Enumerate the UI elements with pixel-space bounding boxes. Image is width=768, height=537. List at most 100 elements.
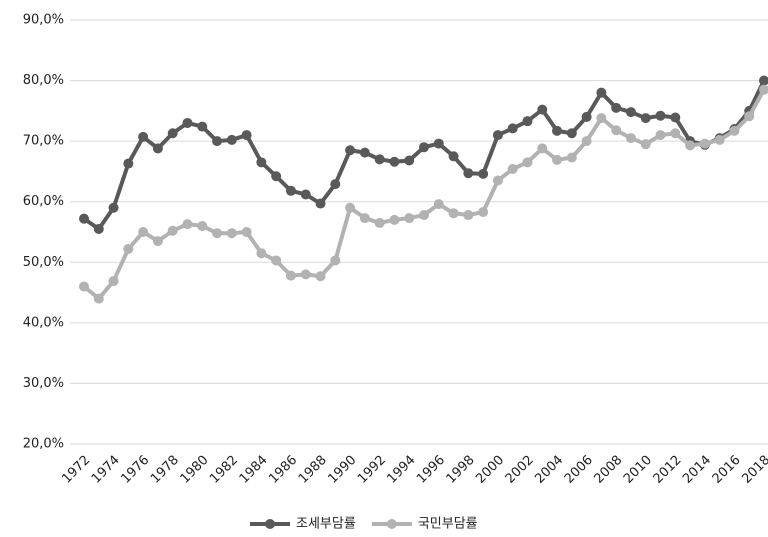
x-tick-label: 2018 — [739, 453, 768, 487]
data-point — [641, 113, 651, 123]
data-point — [493, 130, 503, 140]
data-point — [271, 255, 281, 265]
data-point — [153, 143, 163, 153]
data-point — [360, 213, 370, 223]
x-tick-label: 2004 — [532, 453, 566, 487]
data-point — [522, 157, 532, 167]
data-point — [123, 244, 133, 254]
x-tick-label: 1992 — [355, 453, 389, 487]
data-point — [478, 169, 488, 179]
data-point — [212, 136, 222, 146]
data-point — [449, 208, 459, 218]
data-point — [375, 218, 385, 228]
data-point — [404, 156, 414, 166]
data-point — [419, 142, 429, 152]
data-point — [94, 294, 104, 304]
data-point — [434, 199, 444, 209]
data-point — [360, 148, 370, 158]
x-tick-label: 2010 — [621, 453, 655, 487]
data-point — [316, 199, 326, 209]
data-point — [375, 154, 385, 164]
data-point — [641, 139, 651, 149]
data-point — [330, 255, 340, 265]
data-point — [552, 155, 562, 165]
data-point — [182, 219, 192, 229]
data-point — [138, 132, 148, 142]
data-point — [596, 113, 606, 123]
data-point — [389, 157, 399, 167]
data-point — [301, 269, 311, 279]
y-tick-label: 90,0% — [23, 13, 64, 28]
data-point — [79, 214, 89, 224]
x-tick-label: 1982 — [207, 453, 241, 487]
data-point — [286, 186, 296, 196]
data-point — [715, 135, 725, 145]
data-point — [537, 105, 547, 115]
data-point — [626, 133, 636, 143]
x-tick-label: 1986 — [266, 453, 300, 487]
data-point — [434, 139, 444, 149]
legend-label: 국민부담률 — [418, 517, 478, 532]
y-tick-label: 70,0% — [23, 134, 64, 149]
data-point — [744, 111, 754, 121]
data-point — [463, 168, 473, 178]
data-point — [596, 88, 606, 98]
data-point — [123, 159, 133, 169]
data-point — [182, 118, 192, 128]
data-point — [345, 145, 355, 155]
data-point — [685, 140, 695, 150]
data-point — [138, 227, 148, 237]
data-point — [330, 179, 340, 189]
x-tick-label: 1972 — [59, 453, 93, 487]
x-tick-label: 1994 — [385, 453, 419, 487]
data-point — [729, 126, 739, 136]
x-tick-label: 2008 — [591, 453, 625, 487]
data-point — [537, 143, 547, 153]
data-point — [227, 228, 237, 238]
data-point — [582, 136, 592, 146]
data-point — [552, 126, 562, 136]
y-tick-label: 80,0% — [23, 73, 64, 88]
data-point — [94, 224, 104, 234]
data-point — [256, 248, 266, 258]
x-tick-label: 1988 — [296, 453, 330, 487]
data-point — [197, 221, 207, 231]
data-point — [345, 203, 355, 213]
data-point — [449, 151, 459, 161]
data-point — [212, 228, 222, 238]
x-tick-label: 2002 — [503, 453, 537, 487]
data-point — [670, 113, 680, 123]
data-point — [700, 139, 710, 149]
x-tick-label: 1974 — [89, 453, 123, 487]
legend-label: 조세부담률 — [296, 517, 356, 532]
data-point — [626, 107, 636, 117]
x-tick-label: 2000 — [473, 453, 507, 487]
y-tick-label: 30,0% — [23, 376, 64, 391]
legend-marker — [265, 519, 275, 529]
data-point — [153, 236, 163, 246]
y-tick-label: 20,0% — [23, 437, 64, 452]
data-point — [419, 210, 429, 220]
data-point — [271, 171, 281, 181]
x-tick-label: 2012 — [651, 453, 685, 487]
data-point — [286, 271, 296, 281]
data-point — [508, 164, 518, 174]
y-tick-label: 60,0% — [23, 194, 64, 209]
data-point — [508, 123, 518, 133]
data-point — [227, 135, 237, 145]
data-point — [670, 128, 680, 138]
x-tick-label: 1998 — [444, 453, 478, 487]
data-point — [316, 271, 326, 281]
data-point — [478, 207, 488, 217]
data-point — [582, 112, 592, 122]
data-point — [389, 215, 399, 225]
data-point — [567, 152, 577, 162]
data-point — [611, 125, 621, 135]
x-tick-label: 1978 — [148, 453, 182, 487]
data-point — [656, 130, 666, 140]
x-tick-label: 1990 — [325, 453, 359, 487]
x-tick-label: 2006 — [562, 453, 596, 487]
legend-marker — [387, 519, 397, 529]
data-point — [168, 128, 178, 138]
